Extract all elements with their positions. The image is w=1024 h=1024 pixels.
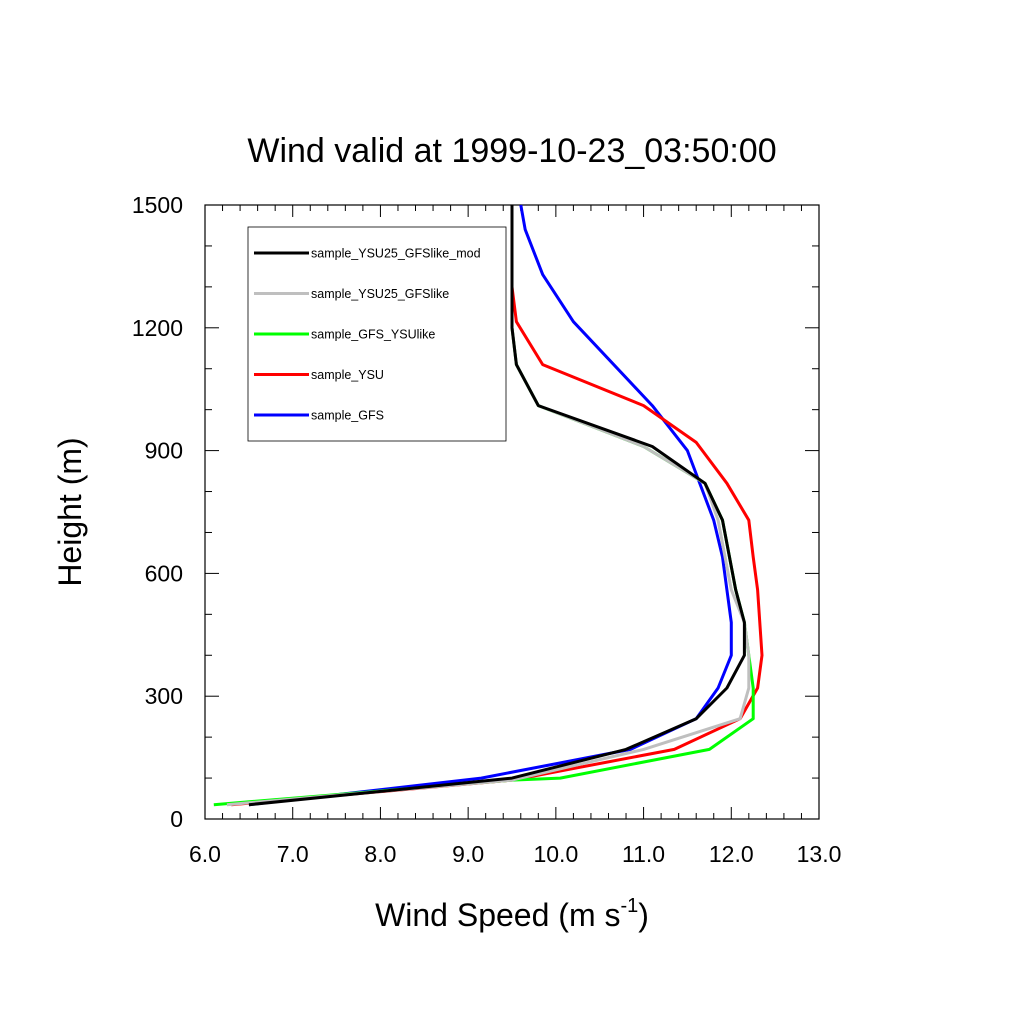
legend-label: sample_GFS bbox=[311, 409, 384, 423]
legend-label: sample_YSU25_GFSlike_mod bbox=[311, 247, 481, 261]
y-tick-label: 1200 bbox=[132, 315, 183, 341]
x-axis-title-end: ) bbox=[638, 897, 649, 933]
y-tick-label: 1500 bbox=[132, 192, 183, 218]
x-tick-label: 9.0 bbox=[452, 841, 484, 867]
x-tick-label: 13.0 bbox=[797, 841, 842, 867]
y-tick-label: 600 bbox=[145, 560, 183, 586]
x-tick-label: 7.0 bbox=[277, 841, 309, 867]
series-line-sample-ysu25-gfslike-mod bbox=[248, 205, 746, 807]
y-axis-title: Height (m) bbox=[52, 437, 88, 586]
series-lines bbox=[213, 204, 764, 807]
x-axis-title-main: Wind Speed (m s bbox=[375, 897, 620, 933]
x-tick-label: 8.0 bbox=[364, 841, 396, 867]
legend-label: sample_YSU25_GFSlike bbox=[311, 287, 449, 301]
legend-label: sample_GFS_YSUlike bbox=[311, 328, 435, 342]
x-tick-label: 11.0 bbox=[622, 841, 665, 867]
x-axis-title: Wind Speed (m s-1) bbox=[375, 895, 649, 933]
tick-labels: 6.0 7.0 8.0 9.0 10.0 11.0 12.0 13.0 0 300 600 900 12… bbox=[132, 192, 842, 867]
legend-label: sample_YSU bbox=[311, 368, 384, 382]
x-tick-label: 12.0 bbox=[709, 841, 754, 867]
y-tick-label: 300 bbox=[145, 683, 183, 709]
chart-title: Wind valid at 1999-10-23_03:50:00 bbox=[247, 132, 776, 170]
series-line-sample-ysu bbox=[231, 205, 764, 807]
legend: sample_YSU25_GFSlike_mod sample_YSU25_GFS… bbox=[247, 226, 507, 442]
x-axis-title-superscript: -1 bbox=[620, 895, 638, 917]
y-tick-label: 900 bbox=[145, 438, 183, 464]
x-tick-label: 10.0 bbox=[533, 841, 578, 867]
y-tick-label: 0 bbox=[170, 806, 183, 832]
x-tick-label: 6.0 bbox=[189, 841, 221, 867]
